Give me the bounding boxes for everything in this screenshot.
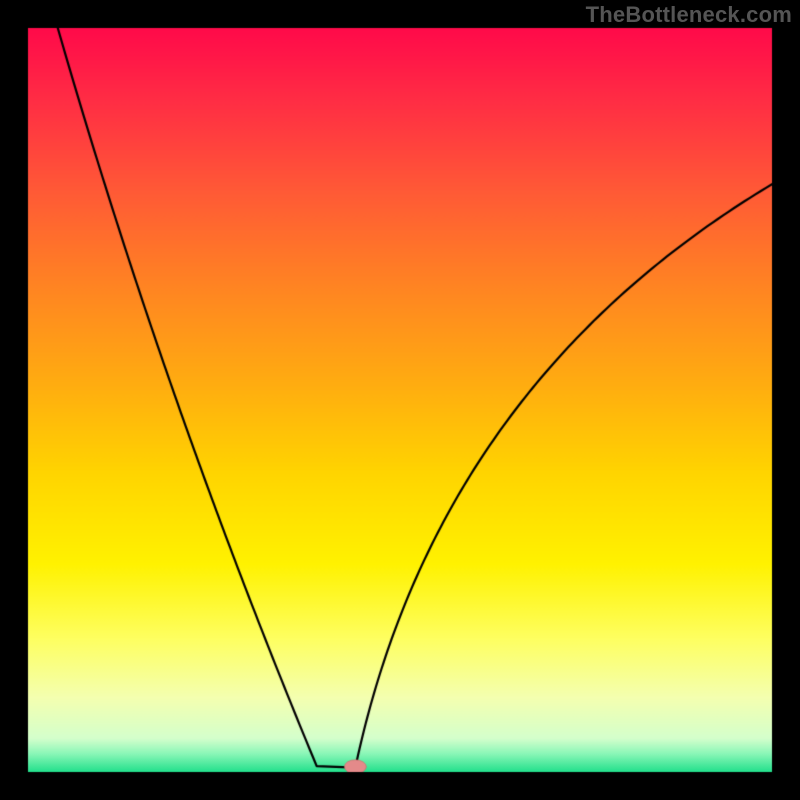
bottleneck-chart-canvas [0, 0, 800, 800]
chart-frame: TheBottleneck.com [0, 0, 800, 800]
watermark-text: TheBottleneck.com [586, 2, 792, 28]
